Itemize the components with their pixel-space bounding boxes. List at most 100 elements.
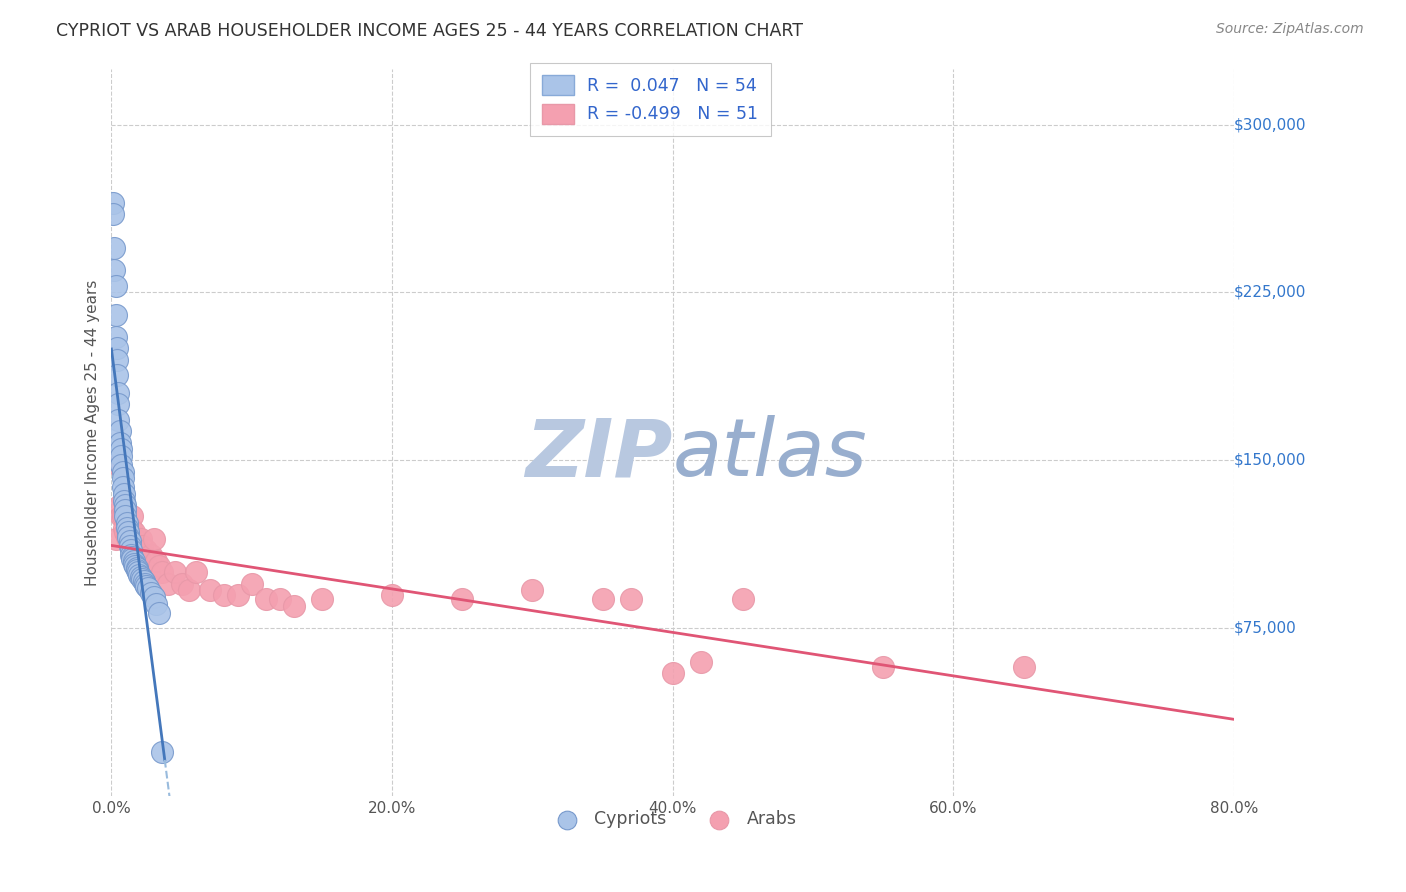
- Point: [135, 543, 157, 558]
- Point: [118, 534, 141, 549]
- Point: [114, 502, 136, 516]
- Point: [117, 532, 139, 546]
- Point: [104, 308, 127, 322]
- Point: [115, 530, 138, 544]
- Point: [104, 330, 127, 344]
- Point: [107, 413, 129, 427]
- Point: [121, 509, 143, 524]
- Point: [111, 465, 134, 479]
- Point: [311, 592, 333, 607]
- Point: [118, 536, 141, 550]
- Y-axis label: Householder Income Ages 25 - 44 years: Householder Income Ages 25 - 44 years: [86, 279, 100, 586]
- Point: [132, 548, 155, 562]
- Point: [105, 352, 128, 367]
- Point: [592, 592, 614, 607]
- Text: $75,000: $75,000: [1234, 621, 1296, 636]
- Text: CYPRIOT VS ARAB HOUSEHOLDER INCOME AGES 25 - 44 YEARS CORRELATION CHART: CYPRIOT VS ARAB HOUSEHOLDER INCOME AGES …: [56, 22, 803, 40]
- Point: [120, 543, 142, 558]
- Point: [105, 368, 128, 383]
- Point: [142, 532, 165, 546]
- Point: [107, 397, 129, 411]
- Point: [110, 442, 132, 457]
- Point: [240, 576, 263, 591]
- Point: [111, 509, 134, 524]
- Point: [145, 597, 167, 611]
- Point: [111, 480, 134, 494]
- Point: [108, 498, 131, 512]
- Point: [662, 666, 685, 681]
- Text: Source: ZipAtlas.com: Source: ZipAtlas.com: [1216, 22, 1364, 37]
- Point: [110, 449, 132, 463]
- Point: [1012, 659, 1035, 673]
- Point: [112, 521, 135, 535]
- Point: [131, 539, 153, 553]
- Point: [127, 543, 149, 558]
- Point: [105, 342, 128, 356]
- Point: [110, 509, 132, 524]
- Point: [522, 583, 544, 598]
- Point: [114, 525, 136, 540]
- Point: [115, 521, 138, 535]
- Point: [124, 532, 146, 546]
- Point: [107, 386, 129, 401]
- Text: $150,000: $150,000: [1234, 453, 1306, 468]
- Point: [125, 563, 148, 577]
- Point: [136, 581, 159, 595]
- Point: [108, 435, 131, 450]
- Point: [121, 549, 143, 564]
- Point: [139, 585, 162, 599]
- Text: ZIP: ZIP: [526, 416, 673, 493]
- Point: [269, 592, 291, 607]
- Point: [177, 583, 200, 598]
- Point: [120, 548, 142, 562]
- Point: [150, 566, 173, 580]
- Point: [118, 539, 141, 553]
- Point: [110, 458, 132, 472]
- Point: [104, 532, 127, 546]
- Point: [212, 588, 235, 602]
- Point: [129, 532, 152, 546]
- Point: [122, 557, 145, 571]
- Point: [122, 554, 145, 568]
- Point: [620, 592, 643, 607]
- Point: [134, 554, 156, 568]
- Point: [101, 195, 124, 210]
- Point: [117, 525, 139, 540]
- Point: [872, 659, 894, 673]
- Point: [134, 576, 156, 591]
- Point: [124, 558, 146, 573]
- Point: [131, 572, 153, 586]
- Point: [121, 552, 143, 566]
- Point: [139, 548, 162, 562]
- Point: [108, 425, 131, 439]
- Point: [125, 561, 148, 575]
- Point: [135, 579, 157, 593]
- Point: [128, 548, 150, 562]
- Point: [150, 745, 173, 759]
- Point: [129, 570, 152, 584]
- Point: [114, 498, 136, 512]
- Point: [117, 530, 139, 544]
- Point: [103, 241, 125, 255]
- Point: [451, 592, 474, 607]
- Point: [103, 263, 125, 277]
- Point: [283, 599, 305, 613]
- Point: [122, 525, 145, 540]
- Point: [148, 558, 170, 573]
- Point: [112, 493, 135, 508]
- Point: [125, 539, 148, 553]
- Point: [107, 458, 129, 472]
- Point: [111, 471, 134, 485]
- Text: $300,000: $300,000: [1234, 117, 1306, 132]
- Point: [120, 521, 142, 535]
- Point: [148, 606, 170, 620]
- Point: [115, 516, 138, 531]
- Point: [689, 655, 711, 669]
- Point: [381, 588, 404, 602]
- Point: [132, 574, 155, 589]
- Point: [112, 487, 135, 501]
- Point: [104, 278, 127, 293]
- Point: [198, 583, 221, 598]
- Point: [127, 566, 149, 580]
- Point: [184, 566, 207, 580]
